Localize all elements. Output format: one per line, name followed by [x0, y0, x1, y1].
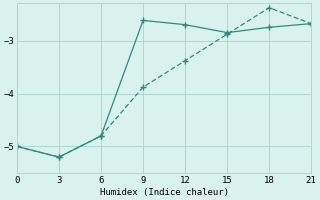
X-axis label: Humidex (Indice chaleur): Humidex (Indice chaleur) — [100, 188, 228, 197]
